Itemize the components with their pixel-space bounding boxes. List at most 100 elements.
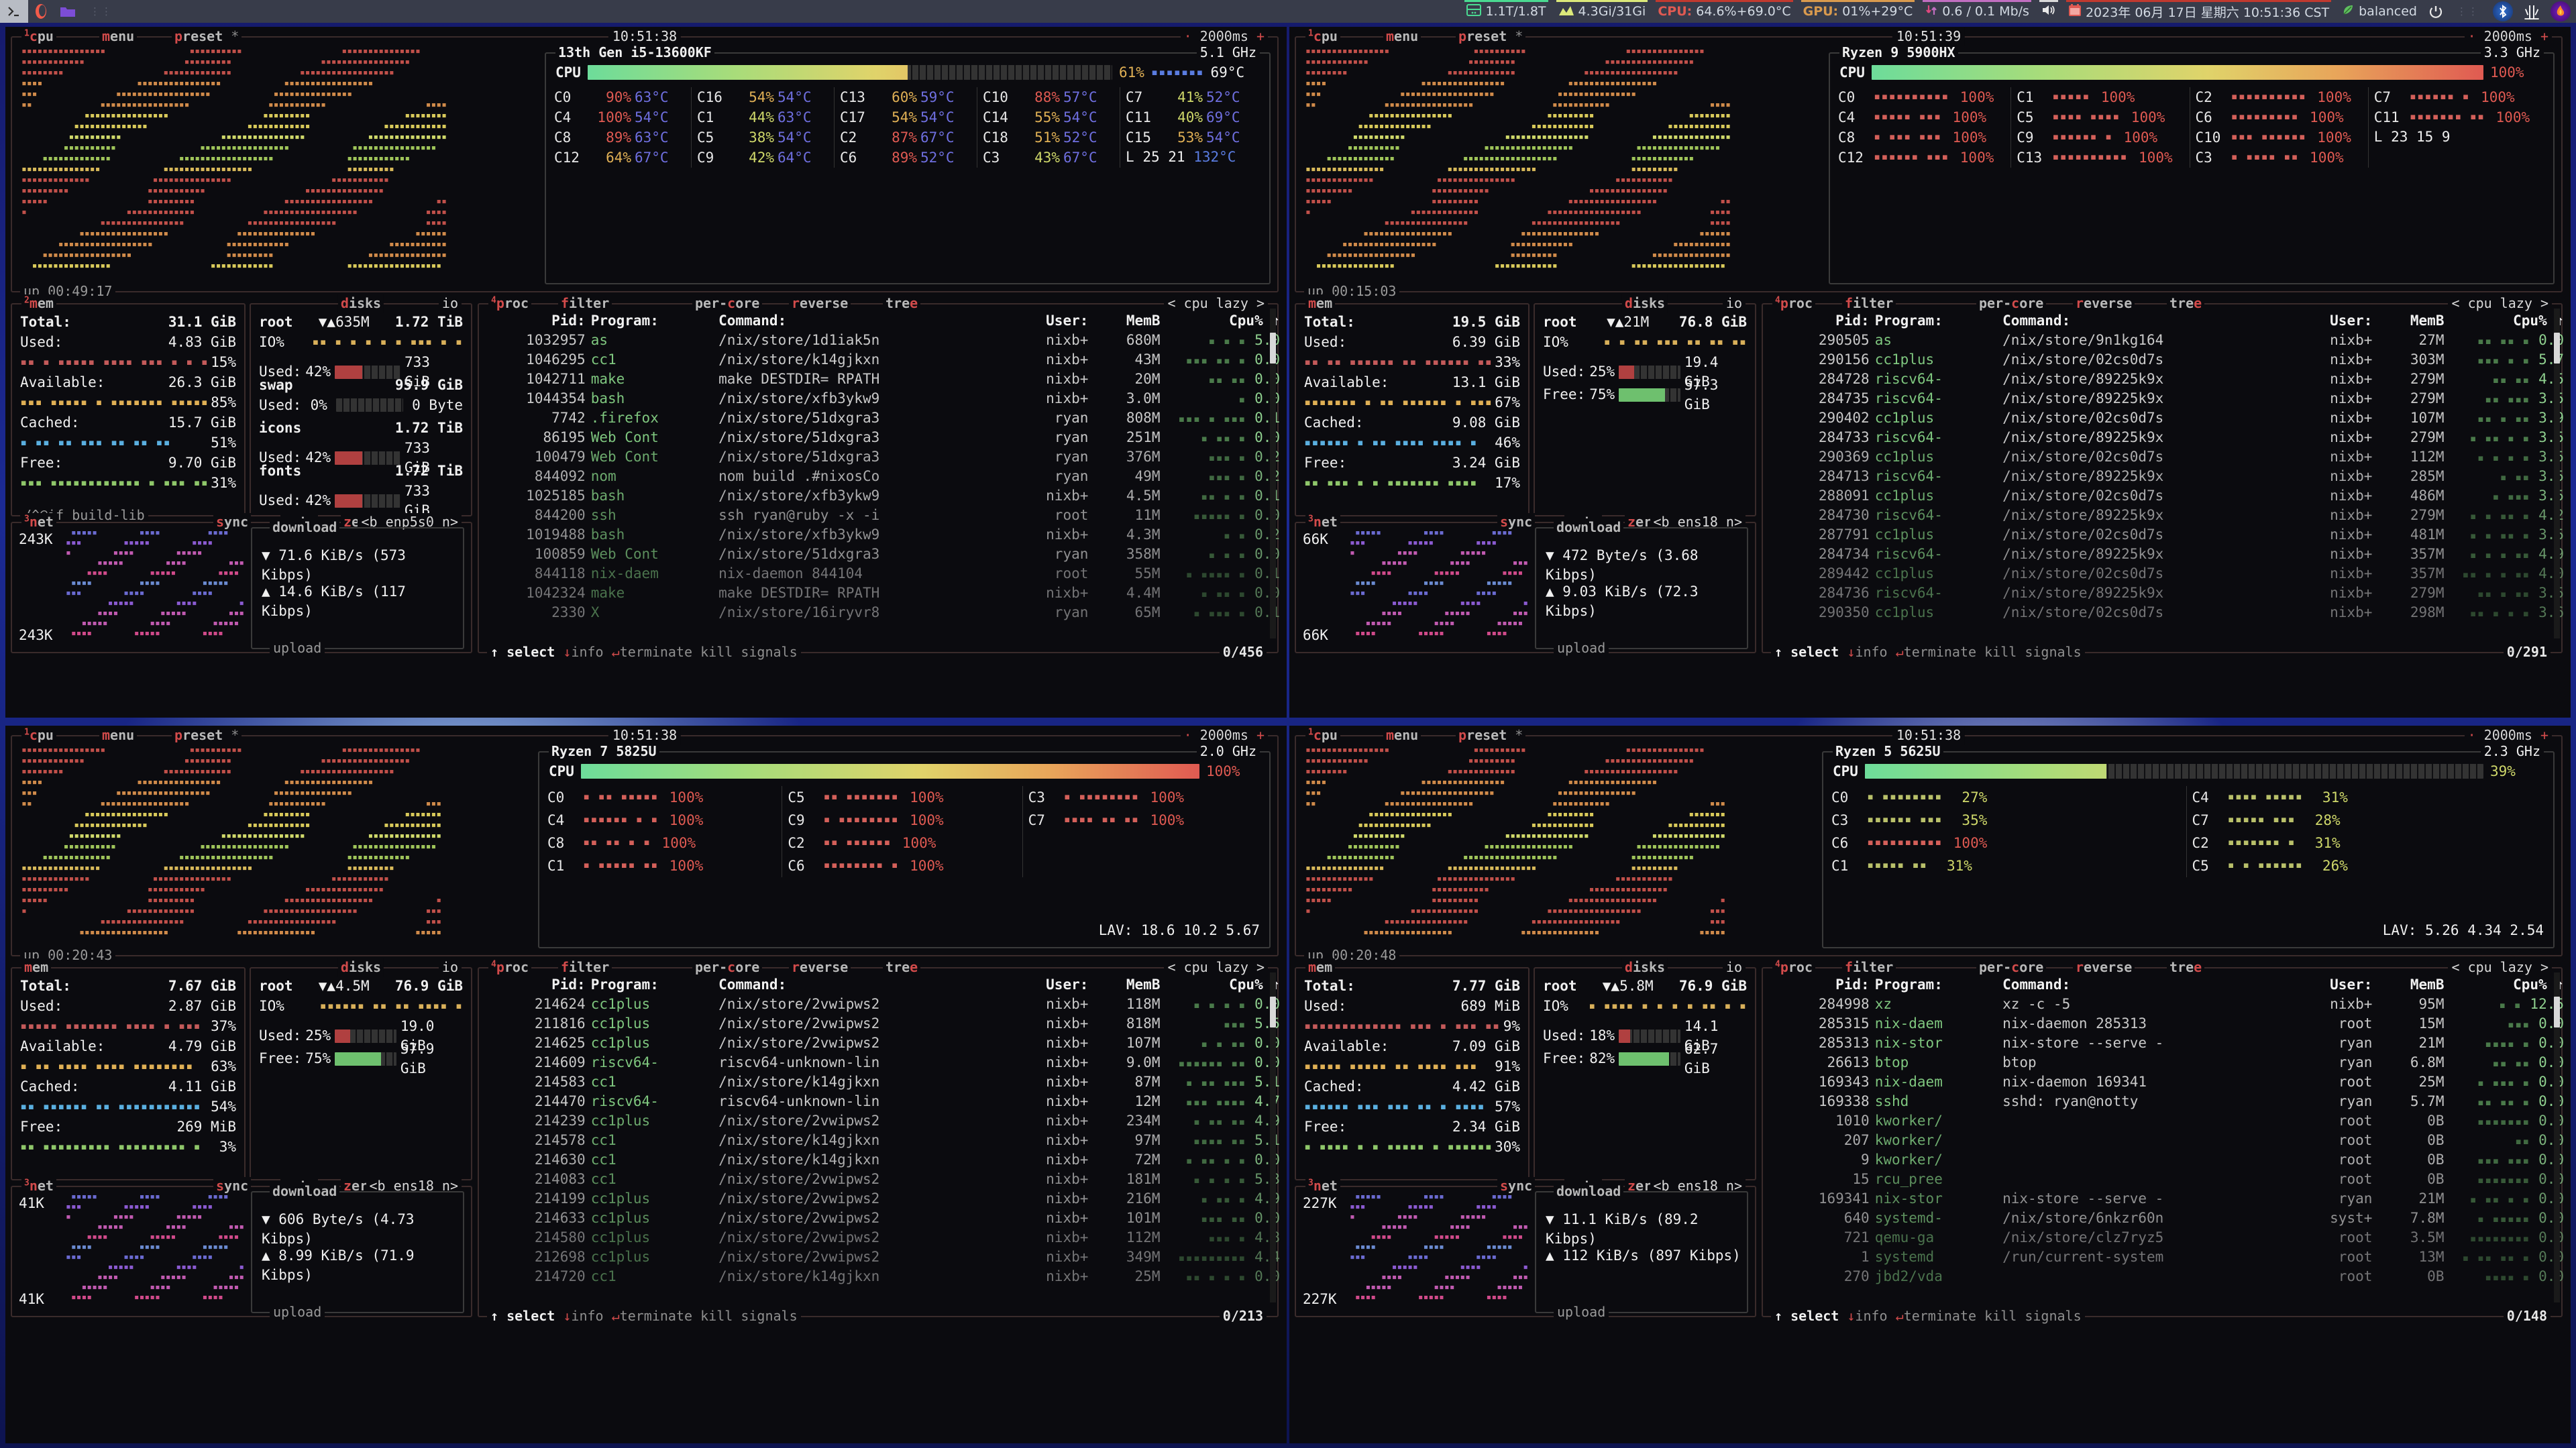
stat-memory[interactable]: 4.3Gi/31Gi bbox=[1552, 0, 1652, 23]
proc-filter-button[interactable]: filter bbox=[1842, 958, 1896, 977]
disks-box-title[interactable]: disks bbox=[338, 294, 384, 313]
btop-panel-bottom-left[interactable]: 1cpu menu preset * 10:51:38 · 2000ms + u… bbox=[5, 726, 1287, 1443]
table-row[interactable]: 214624 cc1plus /nix/store/2vwipws2 nixb+… bbox=[484, 995, 1283, 1014]
table-row[interactable]: 290505 as /nix/store/9n1kg164 nixb+ 27M … bbox=[1768, 331, 2567, 350]
cpu-preset-button[interactable]: preset * bbox=[1456, 726, 1525, 745]
cpu-preset-button[interactable]: preset * bbox=[172, 726, 241, 745]
proc-reverse-toggle[interactable]: reverse bbox=[2073, 958, 2135, 977]
col-cpu[interactable]: Cpu% ↑ bbox=[1163, 311, 1283, 331]
table-row[interactable]: 86195 Web Cont /nix/store/51dxgra3 ryan … bbox=[484, 428, 1283, 447]
net-box[interactable]: 3net sync auto zero <b enp5s0 n> 243K 24… bbox=[11, 522, 472, 653]
proc-box-title[interactable]: 4proc bbox=[488, 294, 531, 313]
table-row[interactable]: 211816 cc1plus /nix/store/2vwipws2 nixb+… bbox=[484, 1014, 1283, 1034]
mem-box-title[interactable]: mem bbox=[21, 958, 51, 977]
net-box[interactable]: 3net sync auto zero <b ens18 n> 66K 66K … bbox=[1295, 522, 1756, 653]
cpu-box-title[interactable]: 1cpu bbox=[1305, 27, 1340, 46]
process-scroll-thumb[interactable] bbox=[2554, 333, 2560, 364]
disks-box[interactable]: disks io root ▼▲4.5M 76.9 GiB IO%▪▪▪▪▪▪ … bbox=[250, 967, 472, 1180]
proc-keybinds[interactable]: ↑ select ↓info ↵terminate kill signals bbox=[487, 643, 801, 662]
proc-reverse-toggle[interactable]: reverse bbox=[2073, 294, 2135, 313]
table-row[interactable]: 844118 nix-daem nix-daemon 844104 root 5… bbox=[484, 564, 1283, 583]
col-cpu[interactable]: Cpu% ↑ bbox=[1163, 975, 1283, 995]
disks-box[interactable]: disks io root ▼▲21M 76.8 GiB IO% ▪ ▪ ▪▪ … bbox=[1534, 303, 1756, 516]
table-row[interactable]: 284728 riscv64- /nix/store/89225k9x nixb… bbox=[1768, 370, 2567, 389]
table-row[interactable]: 1025185 bash /nix/store/xfb3ykw9 nixb+ 4… bbox=[484, 486, 1283, 506]
table-row[interactable]: 290369 cc1plus /nix/store/02cs0d7s nixb+… bbox=[1768, 447, 2567, 467]
col-user[interactable]: User: bbox=[2287, 311, 2375, 331]
col-command[interactable]: Command: bbox=[716, 311, 1003, 331]
proc-filter-button[interactable]: filter bbox=[1842, 294, 1896, 313]
net-box-title[interactable]: 3net bbox=[1305, 1177, 1340, 1196]
cpu-box-title[interactable]: 1cpu bbox=[21, 27, 56, 46]
cpu-box-title[interactable]: 1cpu bbox=[1305, 726, 1340, 745]
proc-sort-selector[interactable]: < cpu lazy > bbox=[1164, 294, 1268, 313]
mem-box[interactable]: mem Total: 7.67 GiB Used: 2.87 GiB ▪▪▪▪▪… bbox=[11, 967, 246, 1180]
cpu-box-title[interactable]: 1cpu bbox=[21, 726, 56, 745]
table-row[interactable]: 214239 cc1plus /nix/store/2vwipws2 nixb+… bbox=[484, 1111, 1283, 1131]
net-box-title[interactable]: 3net bbox=[1305, 513, 1340, 532]
net-box-title[interactable]: 3net bbox=[21, 1177, 56, 1196]
table-row[interactable]: 214578 cc1 /nix/store/k14gjkxn nixb+ 97M… bbox=[484, 1131, 1283, 1150]
table-row[interactable]: 214470 riscv64- riscv64-unknown-lin nixb… bbox=[484, 1092, 1283, 1111]
table-row[interactable]: 285313 nix-stor nix-store --serve - ryan… bbox=[1768, 1034, 2567, 1053]
proc-box-title[interactable]: 4proc bbox=[1772, 294, 1815, 313]
table-row[interactable]: 9 kworker/ root 0B ▪▪▪ ▪▪▪ 0.0 bbox=[1768, 1150, 2567, 1170]
table-row[interactable]: 169343 nix-daem nix-daemon 169341 root 2… bbox=[1768, 1072, 2567, 1092]
table-row[interactable]: 640 systemd- /nix/store/6nkzr60n syst+ 7… bbox=[1768, 1209, 2567, 1228]
btop-panel-top-left[interactable]: 1cpu menu preset * 10:51:38 · 2000ms + u… bbox=[5, 27, 1287, 718]
col-cpu[interactable]: Cpu% ↑ bbox=[2447, 975, 2567, 995]
table-row[interactable]: 1046295 cc1 /nix/store/k14gjkxn nixb+ 43… bbox=[484, 350, 1283, 370]
clock-widget[interactable]: 2023年 06月 17日 星期六 10:51:36 CST bbox=[2062, 0, 2335, 23]
terminal-prompt-icon[interactable] bbox=[0, 0, 28, 23]
col-program[interactable]: Program: bbox=[1872, 975, 2000, 995]
disks-box[interactable]: disks io root ▼▲5.8M 76.9 GiB IO% ▪ ▪▪▪▪… bbox=[1534, 967, 1756, 1180]
process-table[interactable]: Pid: Program: Command: User: MemB Cpu% ↑… bbox=[484, 311, 1283, 622]
proc-percore-toggle[interactable]: per-core bbox=[692, 958, 762, 977]
col-command[interactable]: Command: bbox=[716, 975, 1003, 995]
proc-percore-toggle[interactable]: per-core bbox=[1976, 294, 2046, 313]
stat-disk[interactable]: 1.1T/1.8T bbox=[1460, 0, 1552, 23]
cpu-menu-button[interactable]: menu bbox=[99, 27, 137, 46]
process-table[interactable]: Pid: Program: Command: User: MemB Cpu% ↑… bbox=[484, 975, 1283, 1286]
col-mem[interactable]: MemB bbox=[2375, 311, 2447, 331]
col-pid[interactable]: Pid: bbox=[484, 311, 588, 331]
table-row[interactable]: 214633 cc1plus /nix/store/2vwipws2 nixb+… bbox=[484, 1209, 1283, 1228]
table-row[interactable]: 1019488 bash /nix/store/xfb3ykw9 nixb+ 4… bbox=[484, 525, 1283, 545]
table-row[interactable]: 290350 cc1plus /nix/store/02cs0d7s nixb+… bbox=[1768, 603, 2567, 622]
proc-box[interactable]: 4proc filter per-core reverse tree < cpu… bbox=[1762, 967, 2563, 1317]
mem-box[interactable]: mem Total: 19.5 GiB Used: 6.39 GiB ▪▪ ▪▪… bbox=[1295, 303, 1529, 516]
cpu-box[interactable]: 1cpu menu preset * 10:51:39 · 2000ms + u… bbox=[1295, 36, 2563, 292]
col-mem[interactable]: MemB bbox=[1091, 975, 1163, 995]
disks-box[interactable]: disks io root ▼▲635M 1.72 TiB IO% ▪▪ ▪ ▪… bbox=[250, 303, 472, 516]
cpu-box[interactable]: 1cpu menu preset * 10:51:38 · 2000ms + u… bbox=[11, 36, 1279, 292]
net-box[interactable]: 3net sync auto zero <b ens18 n> 227K 227… bbox=[1295, 1186, 1756, 1317]
folder-icon[interactable] bbox=[54, 0, 82, 23]
mem-box[interactable]: mem Total: 7.77 GiB Used: 689 MiB ▪▪▪▪▪▪… bbox=[1295, 967, 1529, 1180]
table-row[interactable]: 1042711 make make DESTDIR= RPATH nixb+ 2… bbox=[484, 370, 1283, 389]
process-scroll-thumb[interactable] bbox=[2554, 997, 2560, 1027]
proc-sort-selector[interactable]: < cpu lazy > bbox=[2448, 294, 2552, 313]
proc-tree-toggle[interactable]: tree bbox=[2167, 294, 2204, 313]
table-row[interactable]: 284735 riscv64- /nix/store/89225k9x nixb… bbox=[1768, 389, 2567, 408]
table-row[interactable]: 289442 cc1plus /nix/store/02cs0d7s nixb+… bbox=[1768, 564, 2567, 583]
btop-panel-bottom-right[interactable]: 1cpu menu preset * 10:51:38 · 2000ms + u… bbox=[1289, 726, 2571, 1443]
cpu-menu-button[interactable]: menu bbox=[99, 726, 137, 745]
disks-box-title[interactable]: disks bbox=[338, 958, 384, 977]
table-row[interactable]: 1042324 make make DESTDIR= RPATH nixb+ 4… bbox=[484, 583, 1283, 603]
col-program[interactable]: Program: bbox=[588, 311, 716, 331]
table-row[interactable]: 288091 cc1plus /nix/store/02cs0d7s nixb+… bbox=[1768, 486, 2567, 506]
proc-box-title[interactable]: 4proc bbox=[1772, 958, 1815, 977]
process-table[interactable]: Pid: Program: Command: User: MemB Cpu% ↑… bbox=[1768, 311, 2567, 622]
table-row[interactable]: 285315 nix-daem nix-daemon 285313 root 1… bbox=[1768, 1014, 2567, 1034]
proc-percore-toggle[interactable]: per-core bbox=[1976, 958, 2046, 977]
proc-box-title[interactable]: 4proc bbox=[488, 958, 531, 977]
net-box[interactable]: 3net sync auto zero <b ens18 n> 41K 41K … bbox=[11, 1186, 472, 1317]
table-row[interactable]: 284733 riscv64- /nix/store/89225k9x nixb… bbox=[1768, 428, 2567, 447]
cpu-menu-button[interactable]: menu bbox=[1383, 726, 1421, 745]
process-scroll-thumb[interactable] bbox=[1270, 333, 1276, 364]
table-row[interactable]: 844200 ssh ssh ryan@ruby -x -i root 11M … bbox=[484, 506, 1283, 525]
proc-sort-selector[interactable]: < cpu lazy > bbox=[1164, 958, 1268, 977]
volume-control[interactable] bbox=[2035, 0, 2062, 23]
proc-percore-toggle[interactable]: per-core bbox=[692, 294, 762, 313]
cpu-preset-button[interactable]: preset * bbox=[1456, 27, 1525, 46]
